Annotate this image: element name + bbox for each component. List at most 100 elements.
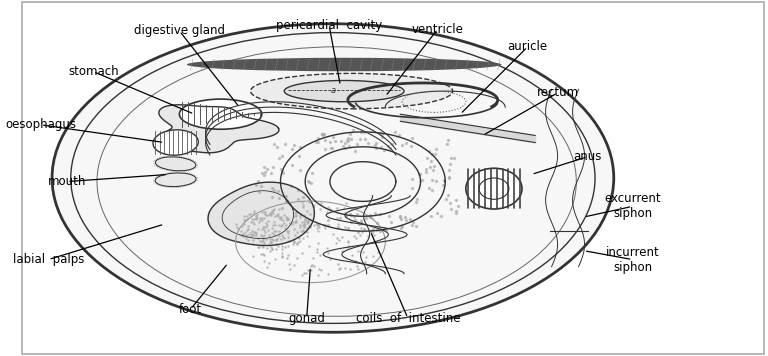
Point xyxy=(245,234,257,239)
Point xyxy=(450,210,462,216)
Point xyxy=(243,211,255,216)
Point xyxy=(413,171,425,177)
Point xyxy=(260,264,273,269)
Point xyxy=(273,195,286,200)
Point xyxy=(282,252,294,258)
Point xyxy=(253,244,265,250)
Point xyxy=(265,244,277,250)
Point xyxy=(300,233,313,239)
Point xyxy=(416,177,429,183)
Point xyxy=(399,214,411,220)
Point xyxy=(257,251,269,257)
Point xyxy=(251,244,263,250)
Point xyxy=(248,229,260,235)
Point xyxy=(246,232,258,237)
Point xyxy=(441,141,453,146)
Point xyxy=(429,151,441,157)
Point xyxy=(297,270,310,276)
Point xyxy=(247,228,259,234)
Point xyxy=(237,231,249,237)
Point xyxy=(250,231,263,236)
Point xyxy=(268,206,280,212)
Point xyxy=(382,143,394,149)
Point xyxy=(240,216,253,222)
Point xyxy=(294,167,306,173)
Point xyxy=(237,231,250,237)
Point xyxy=(409,199,422,205)
Point xyxy=(355,129,367,135)
Point xyxy=(337,143,349,149)
Point xyxy=(343,143,356,149)
Point xyxy=(294,222,306,228)
Point xyxy=(303,199,315,205)
Point xyxy=(257,170,269,176)
Point xyxy=(323,271,335,276)
Point xyxy=(344,213,356,218)
Point xyxy=(444,200,456,206)
Polygon shape xyxy=(157,105,279,153)
Point xyxy=(296,272,308,277)
Point xyxy=(316,131,329,137)
Point xyxy=(376,144,388,150)
Point xyxy=(345,136,357,142)
Point xyxy=(272,244,284,249)
Point xyxy=(312,272,324,278)
Point xyxy=(294,212,306,218)
Point xyxy=(265,213,277,218)
Text: digestive gland: digestive gland xyxy=(134,24,225,37)
Point xyxy=(258,164,270,170)
Point xyxy=(339,201,352,206)
Point xyxy=(305,180,317,186)
Point xyxy=(266,237,279,242)
Text: labial  palps: labial palps xyxy=(12,253,84,266)
Point xyxy=(364,213,376,218)
Point xyxy=(343,239,355,245)
Point xyxy=(429,146,442,152)
Text: excurrent
siphon: excurrent siphon xyxy=(604,192,660,220)
Point xyxy=(342,135,354,140)
Point xyxy=(336,235,349,240)
Point xyxy=(302,218,314,224)
Point xyxy=(253,189,266,195)
Point xyxy=(266,236,278,242)
Point xyxy=(340,213,353,219)
Point xyxy=(297,194,310,199)
Point xyxy=(273,229,286,234)
Point xyxy=(281,228,293,234)
Point xyxy=(255,232,267,237)
Point xyxy=(406,176,419,182)
Point xyxy=(342,225,354,230)
Point xyxy=(290,209,302,215)
Point xyxy=(353,221,366,226)
Point xyxy=(273,222,286,228)
Point xyxy=(420,169,432,174)
Point xyxy=(284,220,296,225)
Point xyxy=(293,153,305,158)
Point xyxy=(303,218,315,223)
Point xyxy=(435,213,447,219)
Point xyxy=(237,221,250,227)
Point xyxy=(264,211,276,217)
Text: oesophagus: oesophagus xyxy=(5,118,76,131)
Point xyxy=(445,155,457,161)
Point xyxy=(272,211,284,217)
Point xyxy=(276,205,288,210)
Point xyxy=(265,240,277,245)
Point xyxy=(230,224,243,230)
Point xyxy=(263,232,275,238)
Point xyxy=(311,225,323,230)
Point xyxy=(442,192,455,198)
Point xyxy=(429,178,442,184)
Ellipse shape xyxy=(155,157,196,171)
Point xyxy=(377,225,389,231)
Point xyxy=(302,220,314,226)
Point xyxy=(326,135,339,140)
Point xyxy=(268,187,280,192)
Point xyxy=(253,215,266,221)
Point xyxy=(291,256,303,261)
Point xyxy=(257,236,270,241)
Point xyxy=(296,199,308,205)
Point xyxy=(266,194,278,200)
Point xyxy=(242,223,254,229)
Point xyxy=(290,213,302,219)
